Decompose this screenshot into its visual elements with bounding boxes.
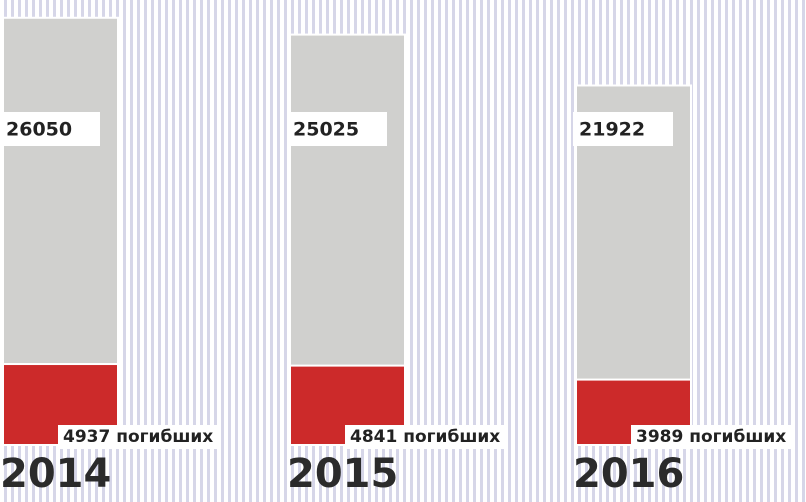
label-box — [345, 425, 506, 449]
year-label: 2016 — [573, 451, 684, 497]
label-box — [287, 112, 387, 146]
deaths-label: 4937 погибших — [63, 427, 213, 447]
label-box — [58, 425, 219, 449]
total-label: 21922 — [579, 119, 645, 141]
label-box — [0, 112, 100, 146]
year-label: 2014 — [0, 451, 111, 497]
label-box — [631, 425, 792, 449]
year-label: 2015 — [287, 451, 398, 497]
deaths-label: 3989 погибших — [636, 427, 786, 447]
label-box — [573, 112, 673, 146]
deaths-label: 4841 погибших — [350, 427, 500, 447]
total-label: 26050 — [6, 119, 72, 141]
total-label: 25025 — [293, 119, 359, 141]
